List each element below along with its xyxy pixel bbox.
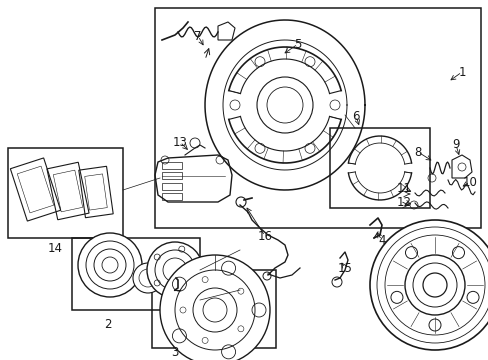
Text: 1: 1 bbox=[457, 66, 465, 78]
Text: 2: 2 bbox=[104, 319, 112, 332]
Text: 7: 7 bbox=[194, 30, 202, 42]
Bar bbox=[162, 162, 182, 169]
Circle shape bbox=[404, 255, 464, 315]
Bar bbox=[152, 270, 275, 348]
Circle shape bbox=[147, 242, 203, 298]
Text: 5: 5 bbox=[294, 37, 301, 50]
Text: 9: 9 bbox=[451, 139, 459, 152]
Text: 8: 8 bbox=[413, 145, 421, 158]
Circle shape bbox=[160, 255, 269, 360]
Text: 16: 16 bbox=[257, 230, 272, 243]
Circle shape bbox=[369, 220, 488, 350]
Text: 14: 14 bbox=[47, 242, 62, 255]
Bar bbox=[329, 128, 429, 208]
Text: 13: 13 bbox=[172, 135, 187, 148]
Circle shape bbox=[133, 263, 163, 293]
Text: 15: 15 bbox=[337, 261, 352, 274]
Bar bbox=[155, 8, 480, 228]
Bar bbox=[162, 193, 182, 200]
Text: 3: 3 bbox=[171, 346, 178, 359]
Bar bbox=[8, 148, 123, 238]
Circle shape bbox=[78, 233, 142, 297]
Text: 6: 6 bbox=[351, 109, 359, 122]
Text: 4: 4 bbox=[378, 234, 385, 247]
Bar bbox=[162, 172, 182, 179]
Text: 10: 10 bbox=[462, 175, 476, 189]
Bar bbox=[162, 183, 182, 190]
Text: 12: 12 bbox=[396, 195, 411, 208]
Text: 11: 11 bbox=[396, 181, 411, 194]
